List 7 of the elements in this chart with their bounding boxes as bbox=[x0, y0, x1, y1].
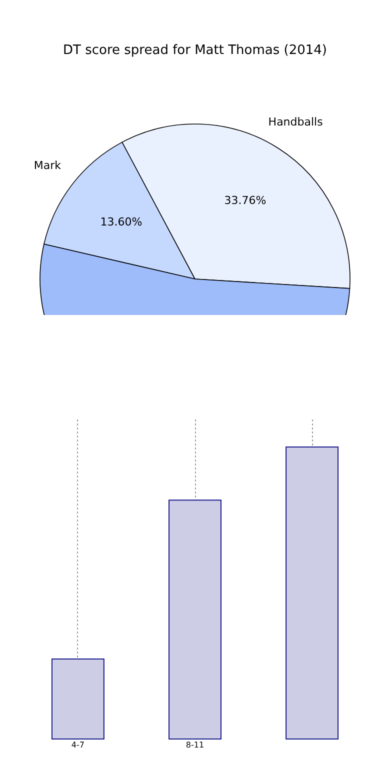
slice-label: Mark bbox=[34, 158, 62, 172]
slice-label: Handballs bbox=[268, 116, 324, 129]
data-label: 33.76% bbox=[224, 194, 266, 207]
chart-title: DT score spread for Matt Thomas (2014) bbox=[63, 43, 327, 58]
data-label: 13.60% bbox=[100, 215, 142, 228]
x-tick-label: 4-7 bbox=[71, 740, 84, 750]
x-tick-label: 8-11 bbox=[186, 740, 204, 750]
